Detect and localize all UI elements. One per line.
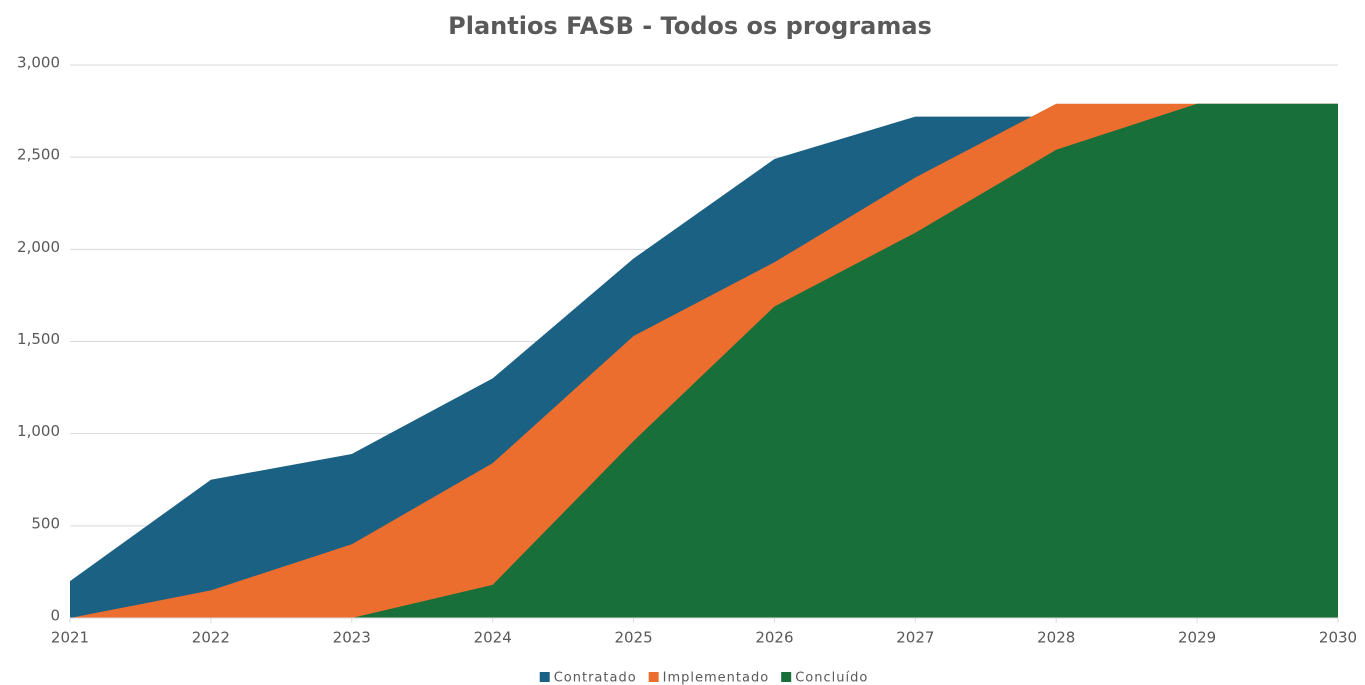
legend-label: Implementado bbox=[663, 671, 770, 685]
y-tick-label: 1,000 bbox=[17, 422, 60, 440]
legend-label: Concluído bbox=[795, 671, 868, 685]
x-tick-label: 2021 bbox=[51, 629, 89, 647]
y-tick-label: 3,000 bbox=[17, 54, 60, 72]
y-tick-label: 500 bbox=[31, 514, 60, 532]
area bbox=[70, 103, 1338, 618]
x-tick-label: 2029 bbox=[1178, 629, 1216, 647]
legend: Contratado Implementado Concluído bbox=[539, 671, 868, 685]
legend-swatch bbox=[539, 672, 550, 682]
y-tick-label: 2,500 bbox=[17, 146, 60, 164]
legend-label: Contratado bbox=[554, 671, 637, 685]
chart-title: Plantios FASB - Todos os programas bbox=[448, 12, 932, 40]
x-tick-label: 2023 bbox=[333, 629, 371, 647]
x-tick-label: 2028 bbox=[1037, 629, 1075, 647]
x-tick-label: 2022 bbox=[192, 629, 230, 647]
x-tick-label: 2024 bbox=[474, 629, 512, 647]
x-tick-label: 2026 bbox=[755, 629, 793, 647]
x-tick-label: 2030 bbox=[1319, 629, 1357, 647]
y-tick-label: 2,000 bbox=[17, 238, 60, 256]
y-tick-label: 0 bbox=[50, 607, 60, 625]
legend-swatch bbox=[648, 672, 659, 682]
x-tick-label: 2025 bbox=[614, 629, 652, 647]
x-tick-label: 2027 bbox=[896, 629, 934, 647]
y-tick-label: 1,500 bbox=[17, 330, 60, 348]
legend-swatch bbox=[781, 672, 792, 682]
